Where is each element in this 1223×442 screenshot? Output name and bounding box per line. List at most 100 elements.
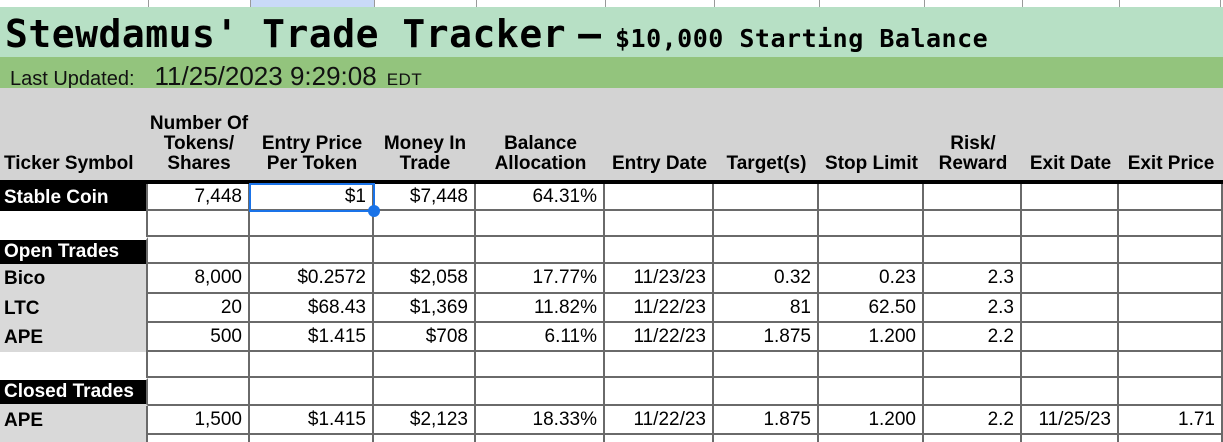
cell-balance-alloc[interactable] bbox=[476, 352, 605, 378]
cell-balance-alloc[interactable]: 17.77% bbox=[476, 264, 605, 294]
cell-entry-date[interactable] bbox=[605, 184, 714, 211]
cell-ticker[interactable]: APE bbox=[0, 406, 148, 435]
cell-risk-reward[interactable]: 2.2 bbox=[924, 323, 1022, 352]
cell-money-in[interactable] bbox=[374, 435, 476, 442]
cell-exit-price[interactable] bbox=[1119, 378, 1223, 406]
cell-entry-date[interactable]: 11/23/23 bbox=[605, 264, 714, 294]
cell-entry-price[interactable] bbox=[250, 378, 374, 406]
cell-entry-price[interactable]: $68.43 bbox=[250, 294, 374, 323]
cell-tokens[interactable] bbox=[148, 237, 250, 264]
cell-money-in[interactable]: $7,448 bbox=[374, 184, 476, 211]
cell-stop-limit[interactable]: 0.23 bbox=[819, 264, 924, 294]
cell-balance-alloc[interactable] bbox=[476, 378, 605, 406]
cell-entry-date[interactable]: 11/22/23 bbox=[605, 294, 714, 323]
cell-exit-price[interactable]: 1.71 bbox=[1119, 406, 1223, 435]
cell-targets[interactable]: 1.875 bbox=[714, 323, 819, 352]
cell-ticker[interactable]: Bico bbox=[0, 264, 148, 294]
cell-entry-price[interactable] bbox=[250, 237, 374, 264]
column-header-exit-date[interactable]: Exit Date bbox=[1029, 153, 1112, 174]
cell-balance-alloc[interactable]: 18.33% bbox=[476, 406, 605, 435]
cell-stop-limit[interactable]: 1.200 bbox=[819, 406, 924, 435]
cell-exit-date[interactable] bbox=[1022, 211, 1119, 237]
cell-exit-date[interactable] bbox=[1022, 294, 1119, 323]
section-label-cell[interactable]: Open Trades bbox=[0, 237, 148, 264]
cell-entry-price[interactable]: $1.415 bbox=[250, 323, 374, 352]
cell-targets[interactable]: 0.32 bbox=[714, 264, 819, 294]
cell-tokens[interactable]: 1,500 bbox=[148, 406, 250, 435]
cell-exit-price[interactable] bbox=[1119, 237, 1223, 264]
cell-risk-reward[interactable] bbox=[924, 184, 1022, 211]
cell-exit-price[interactable] bbox=[1119, 264, 1223, 294]
cell-entry-price[interactable] bbox=[250, 435, 374, 442]
cell-exit-price[interactable] bbox=[1119, 211, 1223, 237]
cell-targets[interactable] bbox=[714, 184, 819, 211]
cell-stop-limit[interactable] bbox=[819, 184, 924, 211]
cell-tokens[interactable] bbox=[148, 352, 250, 378]
cell-exit-price[interactable] bbox=[1119, 352, 1223, 378]
cell-risk-reward[interactable] bbox=[924, 435, 1022, 442]
column-header-risk-reward[interactable]: Risk/ Reward bbox=[938, 133, 1008, 174]
cell-money-in[interactable]: $2,123 bbox=[374, 406, 476, 435]
cell-money-in[interactable] bbox=[374, 237, 476, 264]
cell-exit-date[interactable] bbox=[1022, 237, 1119, 264]
cell-risk-reward[interactable] bbox=[924, 352, 1022, 378]
column-header-tokens[interactable]: Number Of Tokens/ Shares bbox=[149, 113, 249, 174]
section-label-cell[interactable]: Closed Trades bbox=[0, 378, 148, 406]
column-header-ticker[interactable]: Ticker Symbol bbox=[4, 153, 134, 174]
cell-ticker[interactable]: Stable Coin bbox=[0, 184, 148, 211]
cell-exit-price[interactable] bbox=[1119, 294, 1223, 323]
cell-risk-reward[interactable] bbox=[924, 378, 1022, 406]
column-header-stop-limit[interactable]: Stop Limit bbox=[825, 153, 918, 174]
cell-risk-reward[interactable] bbox=[924, 211, 1022, 237]
cell-targets[interactable]: 1.875 bbox=[714, 406, 819, 435]
cell-entry-date[interactable] bbox=[605, 211, 714, 237]
cell-tokens[interactable]: 20 bbox=[148, 294, 250, 323]
cell-exit-date[interactable] bbox=[1022, 435, 1119, 442]
cell-exit-date[interactable] bbox=[1022, 352, 1119, 378]
cell-entry-date[interactable] bbox=[605, 237, 714, 264]
cell-tokens[interactable] bbox=[148, 435, 250, 442]
cell-stop-limit[interactable] bbox=[819, 237, 924, 264]
cell-risk-reward[interactable]: 2.3 bbox=[924, 294, 1022, 323]
cell-money-in[interactable] bbox=[374, 211, 476, 237]
column-header-entry-date[interactable]: Entry Date bbox=[611, 153, 708, 174]
cell-balance-alloc[interactable]: 64.31% bbox=[476, 184, 605, 211]
column-header-money-in[interactable]: Money In Trade bbox=[383, 133, 467, 174]
cell-balance-alloc[interactable] bbox=[476, 211, 605, 237]
cell-targets[interactable] bbox=[714, 378, 819, 406]
cell-stop-limit[interactable] bbox=[819, 435, 924, 442]
cell-exit-date[interactable] bbox=[1022, 323, 1119, 352]
cell-entry-date[interactable]: 11/22/23 bbox=[605, 406, 714, 435]
cell-tokens[interactable] bbox=[148, 211, 250, 237]
cell-balance-alloc[interactable] bbox=[476, 435, 605, 442]
cell-stop-limit[interactable]: 62.50 bbox=[819, 294, 924, 323]
cell-exit-date[interactable] bbox=[1022, 264, 1119, 294]
cell-entry-price[interactable] bbox=[250, 352, 374, 378]
cell-stop-limit[interactable] bbox=[819, 211, 924, 237]
cell-entry-price[interactable] bbox=[250, 211, 374, 237]
cell-ticker[interactable] bbox=[0, 211, 148, 237]
cell-tokens[interactable] bbox=[148, 378, 250, 406]
cell-risk-reward[interactable]: 2.2 bbox=[924, 406, 1022, 435]
cell-stop-limit[interactable]: 1.200 bbox=[819, 323, 924, 352]
cell-tokens[interactable]: 500 bbox=[148, 323, 250, 352]
cell-targets[interactable] bbox=[714, 352, 819, 378]
cell-tokens[interactable]: 8,000 bbox=[148, 264, 250, 294]
cell-money-in[interactable]: $2,058 bbox=[374, 264, 476, 294]
column-header-exit-price[interactable]: Exit Price bbox=[1127, 153, 1215, 174]
cell-balance-alloc[interactable] bbox=[476, 237, 605, 264]
cell-exit-price[interactable] bbox=[1119, 435, 1223, 442]
cell-tokens[interactable]: 7,448 bbox=[148, 184, 250, 211]
cell-balance-alloc[interactable]: 11.82% bbox=[476, 294, 605, 323]
cell-stop-limit[interactable] bbox=[819, 352, 924, 378]
cell-targets[interactable] bbox=[714, 435, 819, 442]
cell-entry-date[interactable] bbox=[605, 352, 714, 378]
cell-entry-price[interactable]: $1.415 bbox=[250, 406, 374, 435]
cell-targets[interactable]: 81 bbox=[714, 294, 819, 323]
cell-risk-reward[interactable]: 2.3 bbox=[924, 264, 1022, 294]
cell-entry-date[interactable] bbox=[605, 435, 714, 442]
cell-ticker[interactable] bbox=[0, 352, 148, 378]
cell-stop-limit[interactable] bbox=[819, 378, 924, 406]
cell-exit-price[interactable] bbox=[1119, 323, 1223, 352]
column-header-balance-alloc[interactable]: Balance Allocation bbox=[494, 133, 587, 174]
